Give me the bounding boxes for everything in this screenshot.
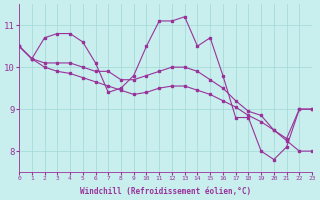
X-axis label: Windchill (Refroidissement éolien,°C): Windchill (Refroidissement éolien,°C) bbox=[80, 187, 251, 196]
